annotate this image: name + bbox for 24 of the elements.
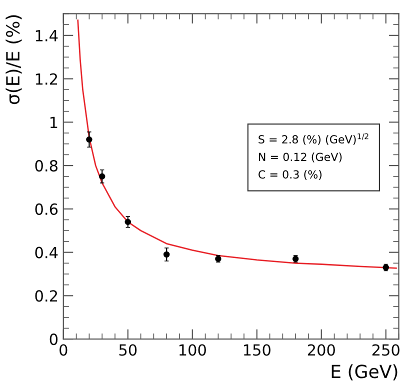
x-tick-label: 250 [372,344,400,356]
line-series [77,20,397,269]
point [163,251,170,258]
y-tick-label: 0.6 [35,203,58,215]
point [124,218,132,226]
annotation: C = 0.3 (%) [258,170,322,180]
y-tick-label: 1.2 [36,73,58,85]
x-axis-title: E (GeV) [332,364,398,380]
point [86,136,92,143]
annotation: N = 0.12 (GeV) [259,152,342,162]
x-tick-label: 0 [60,344,68,356]
y-tick-label: 0.8 [35,160,58,172]
y-tick-label: 1.4 [36,30,58,42]
y-tick-label: 0 [50,334,58,346]
y-tick-label: 1 [50,116,58,128]
x-tick-label: 100 [179,344,206,356]
y-axis-title: σ(E)/E (%) [6,15,22,104]
annotation: S = 2.8 (%) (GeV)$^{1/2}$ [258,133,368,145]
y-tick-label: 0.4 [35,246,58,258]
y-tick-label: 0.2 [35,290,58,302]
point [98,173,106,180]
x-tick-label: 200 [308,344,335,356]
x-tick-label: 50 [119,344,137,356]
x-tick-label: 150 [244,344,270,356]
